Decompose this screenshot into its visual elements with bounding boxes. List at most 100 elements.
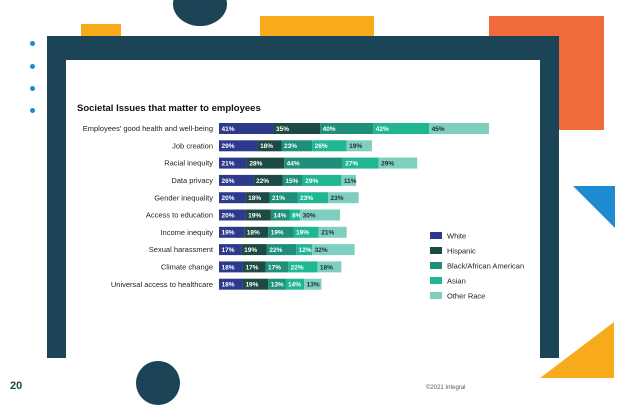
data-label: 12% [299,247,312,254]
category-label: Climate change [161,263,213,272]
data-label: 19% [248,212,261,219]
legend-label: Asian [447,277,466,286]
data-label: 42% [376,126,389,133]
bar-segment [297,192,329,204]
category-label: Employees' good health and well-being [83,124,213,133]
data-label: 19% [244,247,257,254]
bar-segment [289,209,301,221]
data-label: 19% [271,230,284,237]
bar-segment [219,278,243,290]
category-label: Racial inequity [164,159,213,168]
bar-segment [268,226,294,238]
bar-segment [269,192,298,204]
bar-segment [245,209,271,221]
data-label: 22% [291,264,304,271]
stacked-bar-chart: Employees' good health and well-being 41%… [83,123,524,301]
data-label: 17% [222,247,235,254]
data-label: 23% [331,195,344,202]
bar-segment [241,244,267,256]
decorative-dot [30,64,35,69]
bar-segment [346,140,372,152]
data-label: 11% [344,178,357,185]
category-label: Sexual harassment [149,245,214,254]
category-label: Access to education [146,211,213,220]
data-label: 21% [222,161,235,168]
data-label: 29% [305,178,318,185]
bar-segment [296,244,313,256]
data-label: 15% [285,178,298,185]
data-label: 20% [222,212,235,219]
bar-segment [312,244,355,256]
category-label: Income inequity [160,228,213,237]
category-label: Universal access to healthcare [111,280,213,289]
data-label: 19% [349,143,362,150]
decorative-yellow-triangle [540,322,614,378]
data-label: 13% [271,282,284,289]
data-label: 28% [249,161,262,168]
data-label: 41% [222,126,235,133]
data-label: 22% [269,247,282,254]
data-label: 18% [222,282,235,289]
legend-label: Other Race [447,292,485,301]
bar-segment [219,244,242,256]
data-label: 14% [288,282,301,289]
data-label: 35% [276,126,289,133]
data-label: 19% [296,230,309,237]
data-label: 14% [273,212,286,219]
data-label: 20% [222,195,235,202]
data-label: 23% [284,143,297,150]
data-label: 18% [260,143,273,150]
bar-segment [282,174,303,186]
data-label: 21% [272,195,285,202]
bar-segment [244,226,269,238]
bar-segment [312,140,347,152]
bar-segment [273,123,321,134]
bar-segment [302,174,342,186]
data-label: 19% [245,282,258,289]
decorative-dot [30,41,35,46]
bar-segment [246,157,285,169]
page-number: 20 [10,380,23,392]
bar-segment [268,278,286,290]
data-label: 22% [256,178,269,185]
bar-segment [293,226,319,238]
bar-segment [219,174,254,186]
bar-segment [266,244,297,256]
data-label: 40% [323,126,336,133]
decorative-blue-triangle [573,186,615,228]
data-label: 19% [222,230,235,237]
decorative-dot [30,86,35,91]
bar-segment [253,174,283,186]
bar-segment [219,123,274,134]
chart-title: Societal Issues that matter to employees [77,103,261,114]
bar-segment [270,209,290,221]
chart-panel [66,60,540,382]
data-label: 29% [381,161,394,168]
data-label: 17% [268,264,281,271]
data-label: 27% [345,161,358,168]
legend-label: White [447,232,466,241]
bar-segment [219,140,258,152]
data-label: 44% [287,161,300,168]
category-label: Gender inequality [154,193,213,202]
bar-segment [318,226,347,238]
bar-segment [281,140,313,152]
bar-segment [300,209,341,221]
decorative-circle-top [173,0,227,26]
copyright-text: ©2021 Integral [426,385,466,391]
legend-swatch [430,232,442,239]
data-label: 45% [432,126,445,133]
decorative-circle-bottom [136,361,180,405]
bar-segment [373,123,430,134]
bar-segment [257,140,282,152]
bar-segment [328,192,359,204]
legend-swatch [430,262,442,269]
bar-segment [219,192,246,204]
data-label: 8% [292,212,302,219]
bar-segment [219,226,245,238]
legend-swatch [430,292,442,299]
bar-segment [288,261,318,273]
category-label: Job creation [172,141,213,150]
bar-segment [265,261,289,273]
bar-segment [219,209,246,221]
